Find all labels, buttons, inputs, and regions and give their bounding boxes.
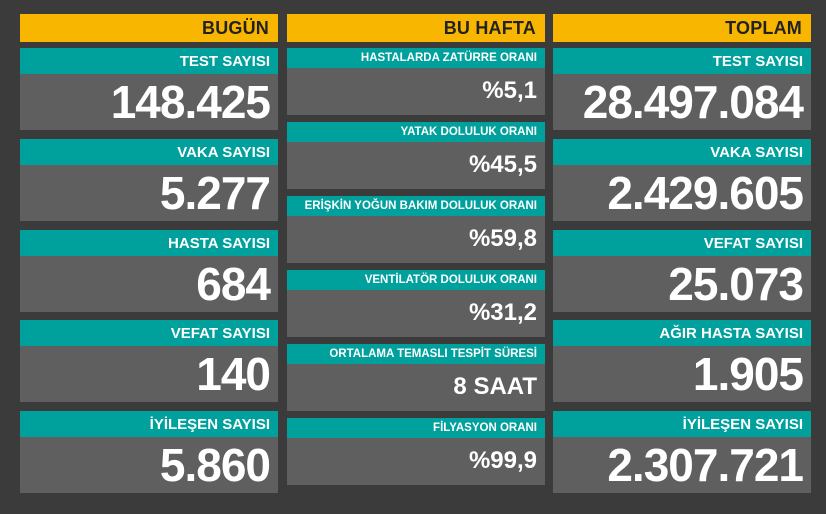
total-severe-card: AĞIR HASTA SAYISI 1.905	[553, 320, 811, 402]
total-case-card: VAKA SAYISI 2.429.605	[553, 139, 811, 221]
today-death-label: VEFAT SAYISI	[20, 320, 278, 346]
week-icu-label: ERİŞKİN YOĞUN BAKIM DOLULUK ORANI	[287, 196, 545, 216]
today-column: BUGÜN TEST SAYISI 148.425 VAKA SAYISI 5.…	[20, 14, 278, 493]
week-contact-time-label: ORTALAMA TEMASLI TESPİT SÜRESİ	[287, 344, 545, 364]
today-test-card: TEST SAYISI 148.425	[20, 48, 278, 130]
week-bed-card: YATAK DOLULUK ORANI %45,5	[287, 122, 545, 189]
total-column: TOPLAM TEST SAYISI 28.497.084 VAKA SAYIS…	[553, 14, 811, 493]
total-test-card: TEST SAYISI 28.497.084	[553, 48, 811, 130]
week-icu-value: %59,8	[468, 225, 537, 252]
today-recovered-card: İYİLEŞEN SAYISI 5.860	[20, 411, 278, 493]
today-header: BUGÜN	[20, 14, 278, 42]
week-pneumonia-card: HASTALARDA ZATÜRRE ORANI %5,1	[287, 48, 545, 115]
total-test-value: 28.497.084	[582, 76, 804, 128]
week-column: BU HAFTA HASTALARDA ZATÜRRE ORANI %5,1 Y…	[287, 14, 545, 485]
week-ventilator-label: VENTİLATÖR DOLULUK ORANI	[287, 270, 545, 290]
week-contact-time-card: ORTALAMA TEMASLI TESPİT SÜRESİ 8 SAAT	[287, 344, 545, 411]
week-icu-card: ERİŞKİN YOĞUN BAKIM DOLULUK ORANI %59,8	[287, 196, 545, 263]
week-bed-label: YATAK DOLULUK ORANI	[287, 122, 545, 142]
total-test-label: TEST SAYISI	[553, 48, 811, 74]
today-death-card: VEFAT SAYISI 140	[20, 320, 278, 402]
total-recovered-value: 2.307.721	[607, 439, 804, 491]
today-test-value: 148.425	[110, 76, 271, 128]
week-filiation-label: FİLYASYON ORANI	[287, 418, 545, 438]
today-case-label: VAKA SAYISI	[20, 139, 278, 165]
today-patient-value: 684	[196, 258, 271, 310]
today-test-label: TEST SAYISI	[20, 48, 278, 74]
today-patient-card: HASTA SAYISI 684	[20, 230, 278, 312]
total-death-value: 25.073	[668, 258, 804, 310]
total-recovered-label: İYİLEŞEN SAYISI	[553, 411, 811, 437]
week-pneumonia-label: HASTALARDA ZATÜRRE ORANI	[287, 48, 545, 68]
today-case-value: 5.277	[159, 167, 271, 219]
today-patient-label: HASTA SAYISI	[20, 230, 278, 256]
week-contact-time-value: 8 SAAT	[453, 373, 537, 400]
today-death-value: 140	[196, 348, 271, 400]
total-recovered-card: İYİLEŞEN SAYISI 2.307.721	[553, 411, 811, 493]
total-case-value: 2.429.605	[607, 167, 804, 219]
today-recovered-label: İYİLEŞEN SAYISI	[20, 411, 278, 437]
total-case-label: VAKA SAYISI	[553, 139, 811, 165]
total-death-card: VEFAT SAYISI 25.073	[553, 230, 811, 312]
week-bed-value: %45,5	[468, 151, 537, 178]
week-pneumonia-value: %5,1	[482, 77, 537, 104]
week-header: BU HAFTA	[287, 14, 545, 42]
week-filiation-value: %99,9	[468, 447, 537, 474]
total-severe-value: 1.905	[692, 348, 804, 400]
week-ventilator-value: %31,2	[468, 299, 537, 326]
today-case-card: VAKA SAYISI 5.277	[20, 139, 278, 221]
total-severe-label: AĞIR HASTA SAYISI	[553, 320, 811, 346]
week-ventilator-card: VENTİLATÖR DOLULUK ORANI %31,2	[287, 270, 545, 337]
total-header: TOPLAM	[553, 14, 811, 42]
today-recovered-value: 5.860	[159, 439, 271, 491]
week-filiation-card: FİLYASYON ORANI %99,9	[287, 418, 545, 485]
total-death-label: VEFAT SAYISI	[553, 230, 811, 256]
